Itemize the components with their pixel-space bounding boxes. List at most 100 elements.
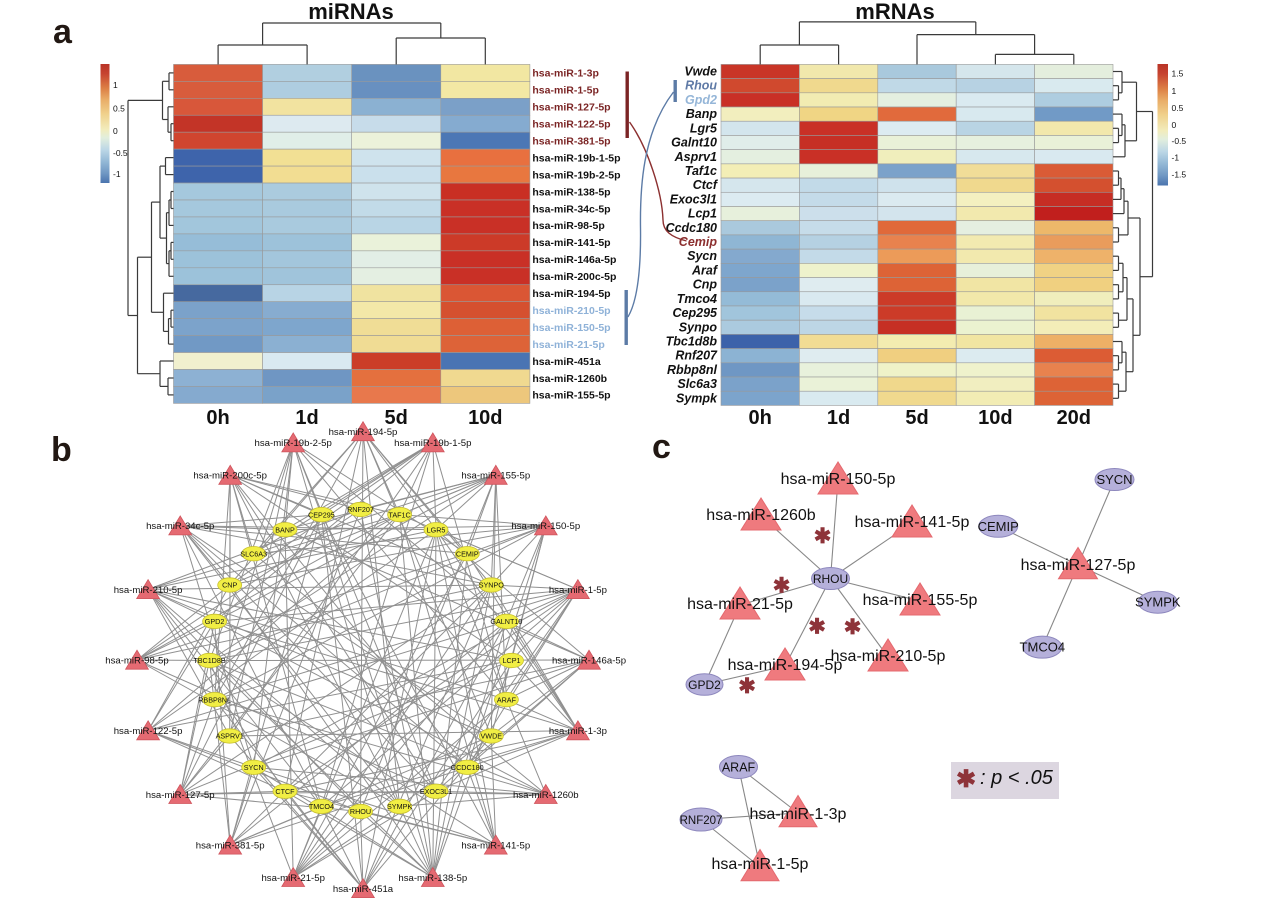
svg-text:hsa-miR-19b-1-5p: hsa-miR-19b-1-5p <box>532 152 620 164</box>
svg-text:hsa-miR-122-5p: hsa-miR-122-5p <box>114 726 183 737</box>
svg-text:RHOU: RHOU <box>813 572 848 586</box>
svg-text:hsa-miR-1-3p: hsa-miR-1-3p <box>532 68 599 80</box>
svg-text:10d: 10d <box>978 407 1012 429</box>
svg-text:TBC1D8B: TBC1D8B <box>193 656 226 665</box>
svg-text:hsa-miR-19b-2-5p: hsa-miR-19b-2-5p <box>532 169 620 181</box>
svg-text:Rhou: Rhou <box>685 79 717 93</box>
svg-text:SYCN: SYCN <box>1096 472 1132 487</box>
svg-text:SYMPK: SYMPK <box>387 802 412 811</box>
svg-text:hsa-miR-127-5p: hsa-miR-127-5p <box>532 102 610 114</box>
svg-text:RHOU: RHOU <box>350 807 371 816</box>
svg-text:ARAF: ARAF <box>497 695 517 704</box>
svg-text:hsa-miR-194-5p: hsa-miR-194-5p <box>532 288 610 300</box>
svg-text:✱: ✱ <box>738 675 756 698</box>
svg-text:hsa-miR-1260b: hsa-miR-1260b <box>532 373 607 385</box>
svg-text:✱: ✱ <box>808 616 826 639</box>
svg-text:GALNT10: GALNT10 <box>490 617 522 626</box>
svg-text:Sycn: Sycn <box>687 249 717 263</box>
svg-text:a: a <box>53 13 73 51</box>
svg-text:0h: 0h <box>206 407 229 429</box>
svg-text:hsa-miR-21-5p: hsa-miR-21-5p <box>261 873 324 884</box>
svg-text:Sympk: Sympk <box>676 391 718 405</box>
svg-text:Ccdc180: Ccdc180 <box>666 221 717 235</box>
svg-text:hsa-miR-98-5p: hsa-miR-98-5p <box>532 220 604 232</box>
svg-text:Vwde: Vwde <box>684 65 717 79</box>
svg-text:Asprv1: Asprv1 <box>674 150 717 164</box>
svg-text:TAF1C: TAF1C <box>388 510 410 519</box>
svg-text:c: c <box>652 428 671 466</box>
svg-text:Cep295: Cep295 <box>673 306 719 320</box>
svg-text:-0.5: -0.5 <box>1172 136 1187 146</box>
svg-text:0: 0 <box>113 126 118 136</box>
svg-text:hsa-miR-127-5p: hsa-miR-127-5p <box>1021 557 1136 574</box>
svg-text:Synpo: Synpo <box>679 320 718 334</box>
svg-text:0: 0 <box>1172 120 1177 130</box>
svg-text:hsa-miR-138-5p: hsa-miR-138-5p <box>398 873 467 884</box>
svg-text:hsa-miR-98-5p: hsa-miR-98-5p <box>105 656 168 667</box>
svg-text:0h: 0h <box>749 407 772 429</box>
svg-text:hsa-miR-150-5p: hsa-miR-150-5p <box>781 471 896 488</box>
svg-text:SLC6A3: SLC6A3 <box>240 549 267 558</box>
svg-text:hsa-miR-200c-5p: hsa-miR-200c-5p <box>532 271 616 283</box>
svg-text:: p < .05: : p < .05 <box>980 767 1054 789</box>
svg-text:10d: 10d <box>468 407 502 429</box>
svg-text:hsa-miR-146a-5p: hsa-miR-146a-5p <box>532 254 616 266</box>
svg-text:hsa-miR-141-5p: hsa-miR-141-5p <box>461 840 530 851</box>
svg-text:Tbc1d8b: Tbc1d8b <box>666 335 718 349</box>
svg-text:GPD2: GPD2 <box>688 678 721 692</box>
svg-text:hsa-miR-1260b: hsa-miR-1260b <box>706 507 815 524</box>
svg-text:Gpd2: Gpd2 <box>685 93 717 107</box>
svg-text:5d: 5d <box>385 407 408 429</box>
svg-text:1d: 1d <box>295 407 318 429</box>
svg-text:1: 1 <box>113 80 118 90</box>
svg-text:Exoc3l1: Exoc3l1 <box>670 192 717 206</box>
svg-text:LGR5: LGR5 <box>427 525 446 534</box>
svg-text:hsa-miR-1-5p: hsa-miR-1-5p <box>712 856 809 873</box>
svg-text:Cnp: Cnp <box>693 278 718 292</box>
svg-text:hsa-miR-138-5p: hsa-miR-138-5p <box>532 186 610 198</box>
svg-text:✱: ✱ <box>773 575 791 598</box>
svg-text:Lgr5: Lgr5 <box>690 121 718 135</box>
svg-text:hsa-miR-155-5p: hsa-miR-155-5p <box>863 592 978 609</box>
svg-text:hsa-miR-34c-5p: hsa-miR-34c-5p <box>532 203 610 215</box>
svg-text:miRNAs: miRNAs <box>308 0 394 24</box>
svg-text:GPD2: GPD2 <box>205 617 225 626</box>
svg-text:hsa-miR-155-5p: hsa-miR-155-5p <box>532 390 610 402</box>
svg-text:CCDC180: CCDC180 <box>451 763 484 772</box>
svg-text:TMCO4: TMCO4 <box>309 802 334 811</box>
svg-text:RNF207: RNF207 <box>347 505 374 514</box>
svg-text:-1.5: -1.5 <box>1172 170 1187 180</box>
svg-text:hsa-miR-21-5p: hsa-miR-21-5p <box>687 596 793 613</box>
svg-text:-1: -1 <box>113 169 121 179</box>
svg-text:hsa-miR-451a: hsa-miR-451a <box>333 884 394 895</box>
svg-text:hsa-miR-451a: hsa-miR-451a <box>532 356 600 368</box>
svg-text:Ctcf: Ctcf <box>693 178 719 192</box>
svg-text:TMCO4: TMCO4 <box>1020 640 1066 655</box>
svg-text:CNP: CNP <box>222 581 237 590</box>
svg-text:b: b <box>51 431 72 469</box>
svg-text:hsa-miR-19b-2-5p: hsa-miR-19b-2-5p <box>255 438 332 449</box>
svg-text:Cemip: Cemip <box>679 235 718 249</box>
svg-text:hsa-miR-210-5p: hsa-miR-210-5p <box>831 648 946 665</box>
svg-text:hsa-miR-1-3p: hsa-miR-1-3p <box>750 806 847 823</box>
svg-text:ASPRV1: ASPRV1 <box>216 732 244 741</box>
svg-text:hsa-miR-381-5p: hsa-miR-381-5p <box>196 840 265 851</box>
svg-text:Tmco4: Tmco4 <box>677 292 717 306</box>
svg-text:CEMIP: CEMIP <box>978 519 1019 534</box>
svg-text:hsa-miR-19b-1-5p: hsa-miR-19b-1-5p <box>394 438 471 449</box>
svg-text:RNF207: RNF207 <box>680 815 723 827</box>
svg-text:SYNPO: SYNPO <box>479 581 505 590</box>
svg-text:Banp: Banp <box>686 107 718 121</box>
svg-text:Araf: Araf <box>691 263 719 277</box>
svg-text:ARAF: ARAF <box>722 761 756 775</box>
svg-text:BANP: BANP <box>275 525 295 534</box>
svg-text:hsa-miR-1-5p: hsa-miR-1-5p <box>549 585 607 596</box>
svg-text:hsa-miR-146a-5p: hsa-miR-146a-5p <box>552 656 626 667</box>
svg-text:hsa-miR-141-5p: hsa-miR-141-5p <box>855 514 970 531</box>
svg-text:hsa-miR-34c-5p: hsa-miR-34c-5p <box>146 521 214 532</box>
svg-text:Slc6a3: Slc6a3 <box>677 377 717 391</box>
svg-text:Galnt10: Galnt10 <box>671 136 717 150</box>
svg-text:1: 1 <box>1172 86 1177 96</box>
svg-text:✱: ✱ <box>844 616 862 639</box>
svg-text:hsa-miR-21-5p: hsa-miR-21-5p <box>532 339 604 351</box>
